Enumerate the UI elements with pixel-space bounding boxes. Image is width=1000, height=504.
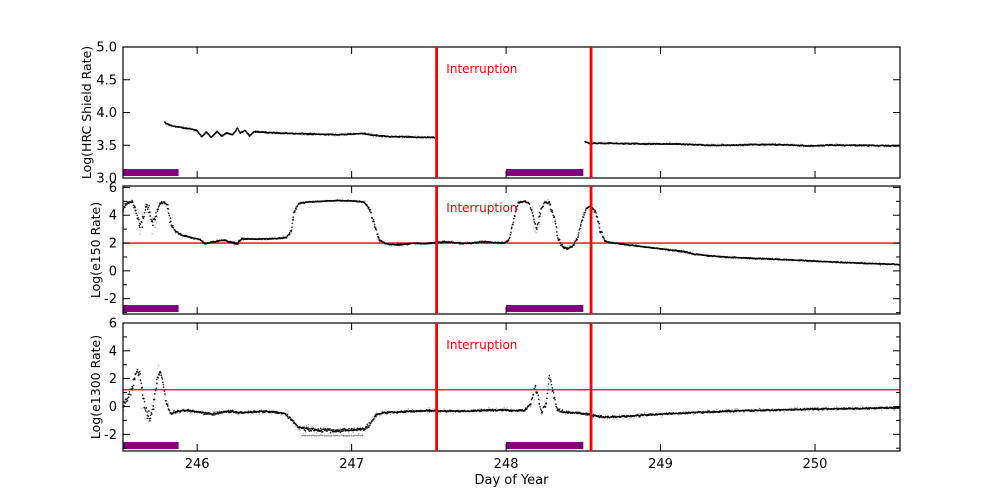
- x-axis-title: Day of Year: [475, 473, 550, 488]
- event-bar: [123, 442, 179, 449]
- event-bar: [123, 305, 179, 312]
- y-tick-label: 0: [109, 400, 117, 415]
- y-tick-label: 2: [109, 372, 117, 387]
- event-bar: [123, 169, 179, 176]
- interruption-label: Interruption: [446, 338, 517, 352]
- event-bar: [506, 169, 583, 176]
- y-tick-label: 0: [109, 264, 117, 279]
- y-tick-label: 6: [109, 181, 117, 196]
- y-tick-label: 5.0: [96, 41, 117, 56]
- event-bar: [506, 305, 583, 312]
- y-tick-label: 3.5: [96, 139, 117, 154]
- y-tick-label: 6: [109, 317, 117, 332]
- interruption-label: Interruption: [446, 201, 517, 215]
- y-tick-label: 4.0: [96, 106, 117, 121]
- x-tick-label: 249: [648, 457, 673, 472]
- interruption-label: Interruption: [446, 62, 517, 76]
- y-tick-label: -2: [104, 428, 117, 443]
- y-axis-label: Log(e1300 Rate): [88, 335, 103, 439]
- y-tick-label: 4: [109, 209, 117, 224]
- x-tick-label: 246: [185, 457, 210, 472]
- y-tick-label: 4: [109, 344, 117, 359]
- y-axis-label: Log(e150 Rate): [88, 202, 103, 298]
- x-tick-label: 250: [803, 457, 828, 472]
- x-tick-label: 248: [494, 457, 519, 472]
- event-bar: [506, 442, 583, 449]
- y-axis-label: Log(HRC Shield Rate): [79, 46, 94, 179]
- y-tick-label: 4.5: [96, 73, 117, 88]
- y-tick-label: 2: [109, 237, 117, 252]
- y-tick-label: -2: [104, 292, 117, 307]
- x-tick-label: 247: [339, 457, 364, 472]
